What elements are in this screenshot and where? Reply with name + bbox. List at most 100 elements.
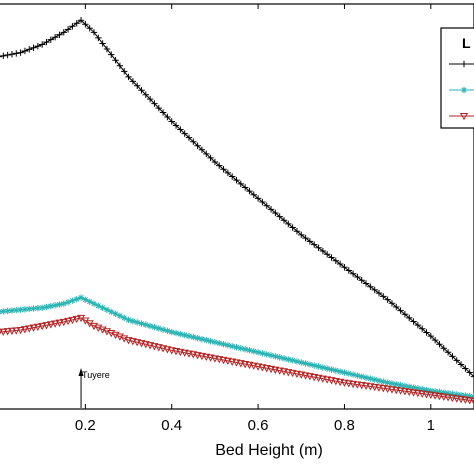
series-marker xyxy=(116,312,124,320)
series-marker xyxy=(43,303,50,311)
x-tick-label: 0.8 xyxy=(334,417,355,434)
legend-box xyxy=(440,27,474,129)
series-marker xyxy=(285,220,292,228)
series-marker xyxy=(64,317,73,326)
series-marker xyxy=(95,302,102,309)
series-marker xyxy=(259,198,266,206)
series-marker xyxy=(138,87,145,94)
series-marker xyxy=(418,385,426,393)
series-marker xyxy=(164,327,171,335)
series-marker xyxy=(452,395,461,403)
series-marker xyxy=(249,362,258,370)
series-marker xyxy=(177,126,184,133)
series-marker xyxy=(380,293,387,300)
series-marker xyxy=(466,393,473,400)
series-marker xyxy=(241,346,249,353)
series-marker xyxy=(181,130,188,137)
series-marker xyxy=(82,21,89,28)
series-marker xyxy=(465,397,474,405)
series-marker xyxy=(250,348,257,355)
plot-frame xyxy=(0,3,474,410)
series-marker xyxy=(439,393,448,401)
series-marker xyxy=(272,209,279,217)
series-marker xyxy=(375,377,383,384)
series-marker xyxy=(233,344,240,351)
series-marker xyxy=(328,366,335,373)
series-marker xyxy=(228,343,236,350)
series-marker xyxy=(406,314,413,322)
series-marker xyxy=(155,325,162,332)
series-marker xyxy=(236,360,245,368)
series-marker xyxy=(327,377,336,385)
series-marker xyxy=(254,363,263,371)
series-marker xyxy=(224,342,232,349)
series-marker xyxy=(194,334,201,342)
series-marker xyxy=(125,316,132,324)
series-marker xyxy=(392,386,401,395)
series-marker xyxy=(216,162,223,169)
series-marker xyxy=(332,367,340,374)
series-marker xyxy=(138,320,145,327)
series-marker xyxy=(0,52,7,60)
series-marker xyxy=(38,322,47,331)
series-marker xyxy=(224,169,232,177)
series-marker xyxy=(409,389,418,397)
series-marker xyxy=(146,95,154,103)
series-marker xyxy=(0,328,4,335)
series-marker xyxy=(250,191,257,198)
series-marker xyxy=(470,373,474,380)
series-marker xyxy=(51,302,59,309)
series-marker xyxy=(431,392,440,400)
series-marker xyxy=(444,394,453,402)
series-marker xyxy=(462,365,469,372)
series-marker xyxy=(17,49,24,56)
series-marker xyxy=(13,50,20,57)
series-marker xyxy=(469,397,474,406)
series-marker xyxy=(358,277,365,284)
x-axis-label: Bed Height (m) xyxy=(215,442,323,459)
series-marker xyxy=(233,176,240,184)
series-marker xyxy=(453,391,460,398)
series-marker xyxy=(440,389,447,396)
series-marker xyxy=(112,310,119,318)
series-marker xyxy=(172,122,180,129)
series-marker xyxy=(461,396,470,404)
series-marker xyxy=(448,394,457,403)
series-marker xyxy=(90,29,98,36)
series-marker xyxy=(210,355,219,363)
series-marker xyxy=(190,138,197,145)
series-marker xyxy=(193,352,202,360)
series-marker xyxy=(142,321,150,328)
series-marker xyxy=(51,320,60,328)
series-marker xyxy=(367,375,374,382)
series-marker xyxy=(310,373,319,382)
series-marker xyxy=(405,388,414,397)
legend-marker-3 xyxy=(459,112,469,121)
series-marker xyxy=(380,378,387,385)
series-marker xyxy=(328,254,335,261)
series-marker xyxy=(237,180,245,188)
series-marker xyxy=(202,353,211,361)
series-marker xyxy=(456,396,466,404)
series-marker xyxy=(357,382,366,390)
series-marker xyxy=(30,44,37,51)
series-marker xyxy=(0,56,3,58)
series-marker xyxy=(99,40,106,47)
series-marker xyxy=(228,173,236,180)
series-marker xyxy=(198,146,206,153)
series-marker xyxy=(388,380,396,387)
series-marker xyxy=(245,361,254,370)
series-marker xyxy=(371,376,378,383)
series-marker xyxy=(56,31,63,38)
series-marker xyxy=(306,361,314,368)
series-marker xyxy=(379,385,388,393)
series-marker xyxy=(276,213,283,220)
series-marker xyxy=(254,349,262,356)
series-marker xyxy=(289,224,296,231)
series-marker xyxy=(64,26,72,33)
series-marker xyxy=(353,381,362,389)
series-marker xyxy=(418,325,426,333)
series-marker xyxy=(276,354,283,361)
series-marker xyxy=(68,316,77,325)
series-marker xyxy=(185,134,193,141)
